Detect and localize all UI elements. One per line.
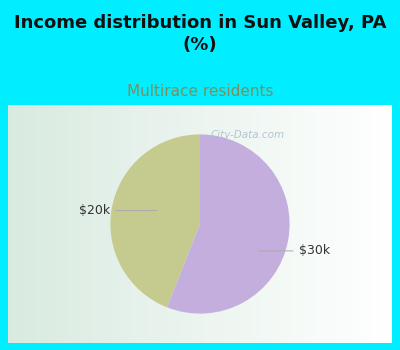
Text: City-Data.com: City-Data.com [211,130,285,140]
Text: $20k: $20k [79,204,157,217]
Wedge shape [167,134,290,314]
Text: Multirace residents: Multirace residents [127,84,273,99]
Text: $30k: $30k [258,244,330,257]
Wedge shape [110,134,200,307]
Text: Income distribution in Sun Valley, PA
(%): Income distribution in Sun Valley, PA (%… [14,14,386,54]
